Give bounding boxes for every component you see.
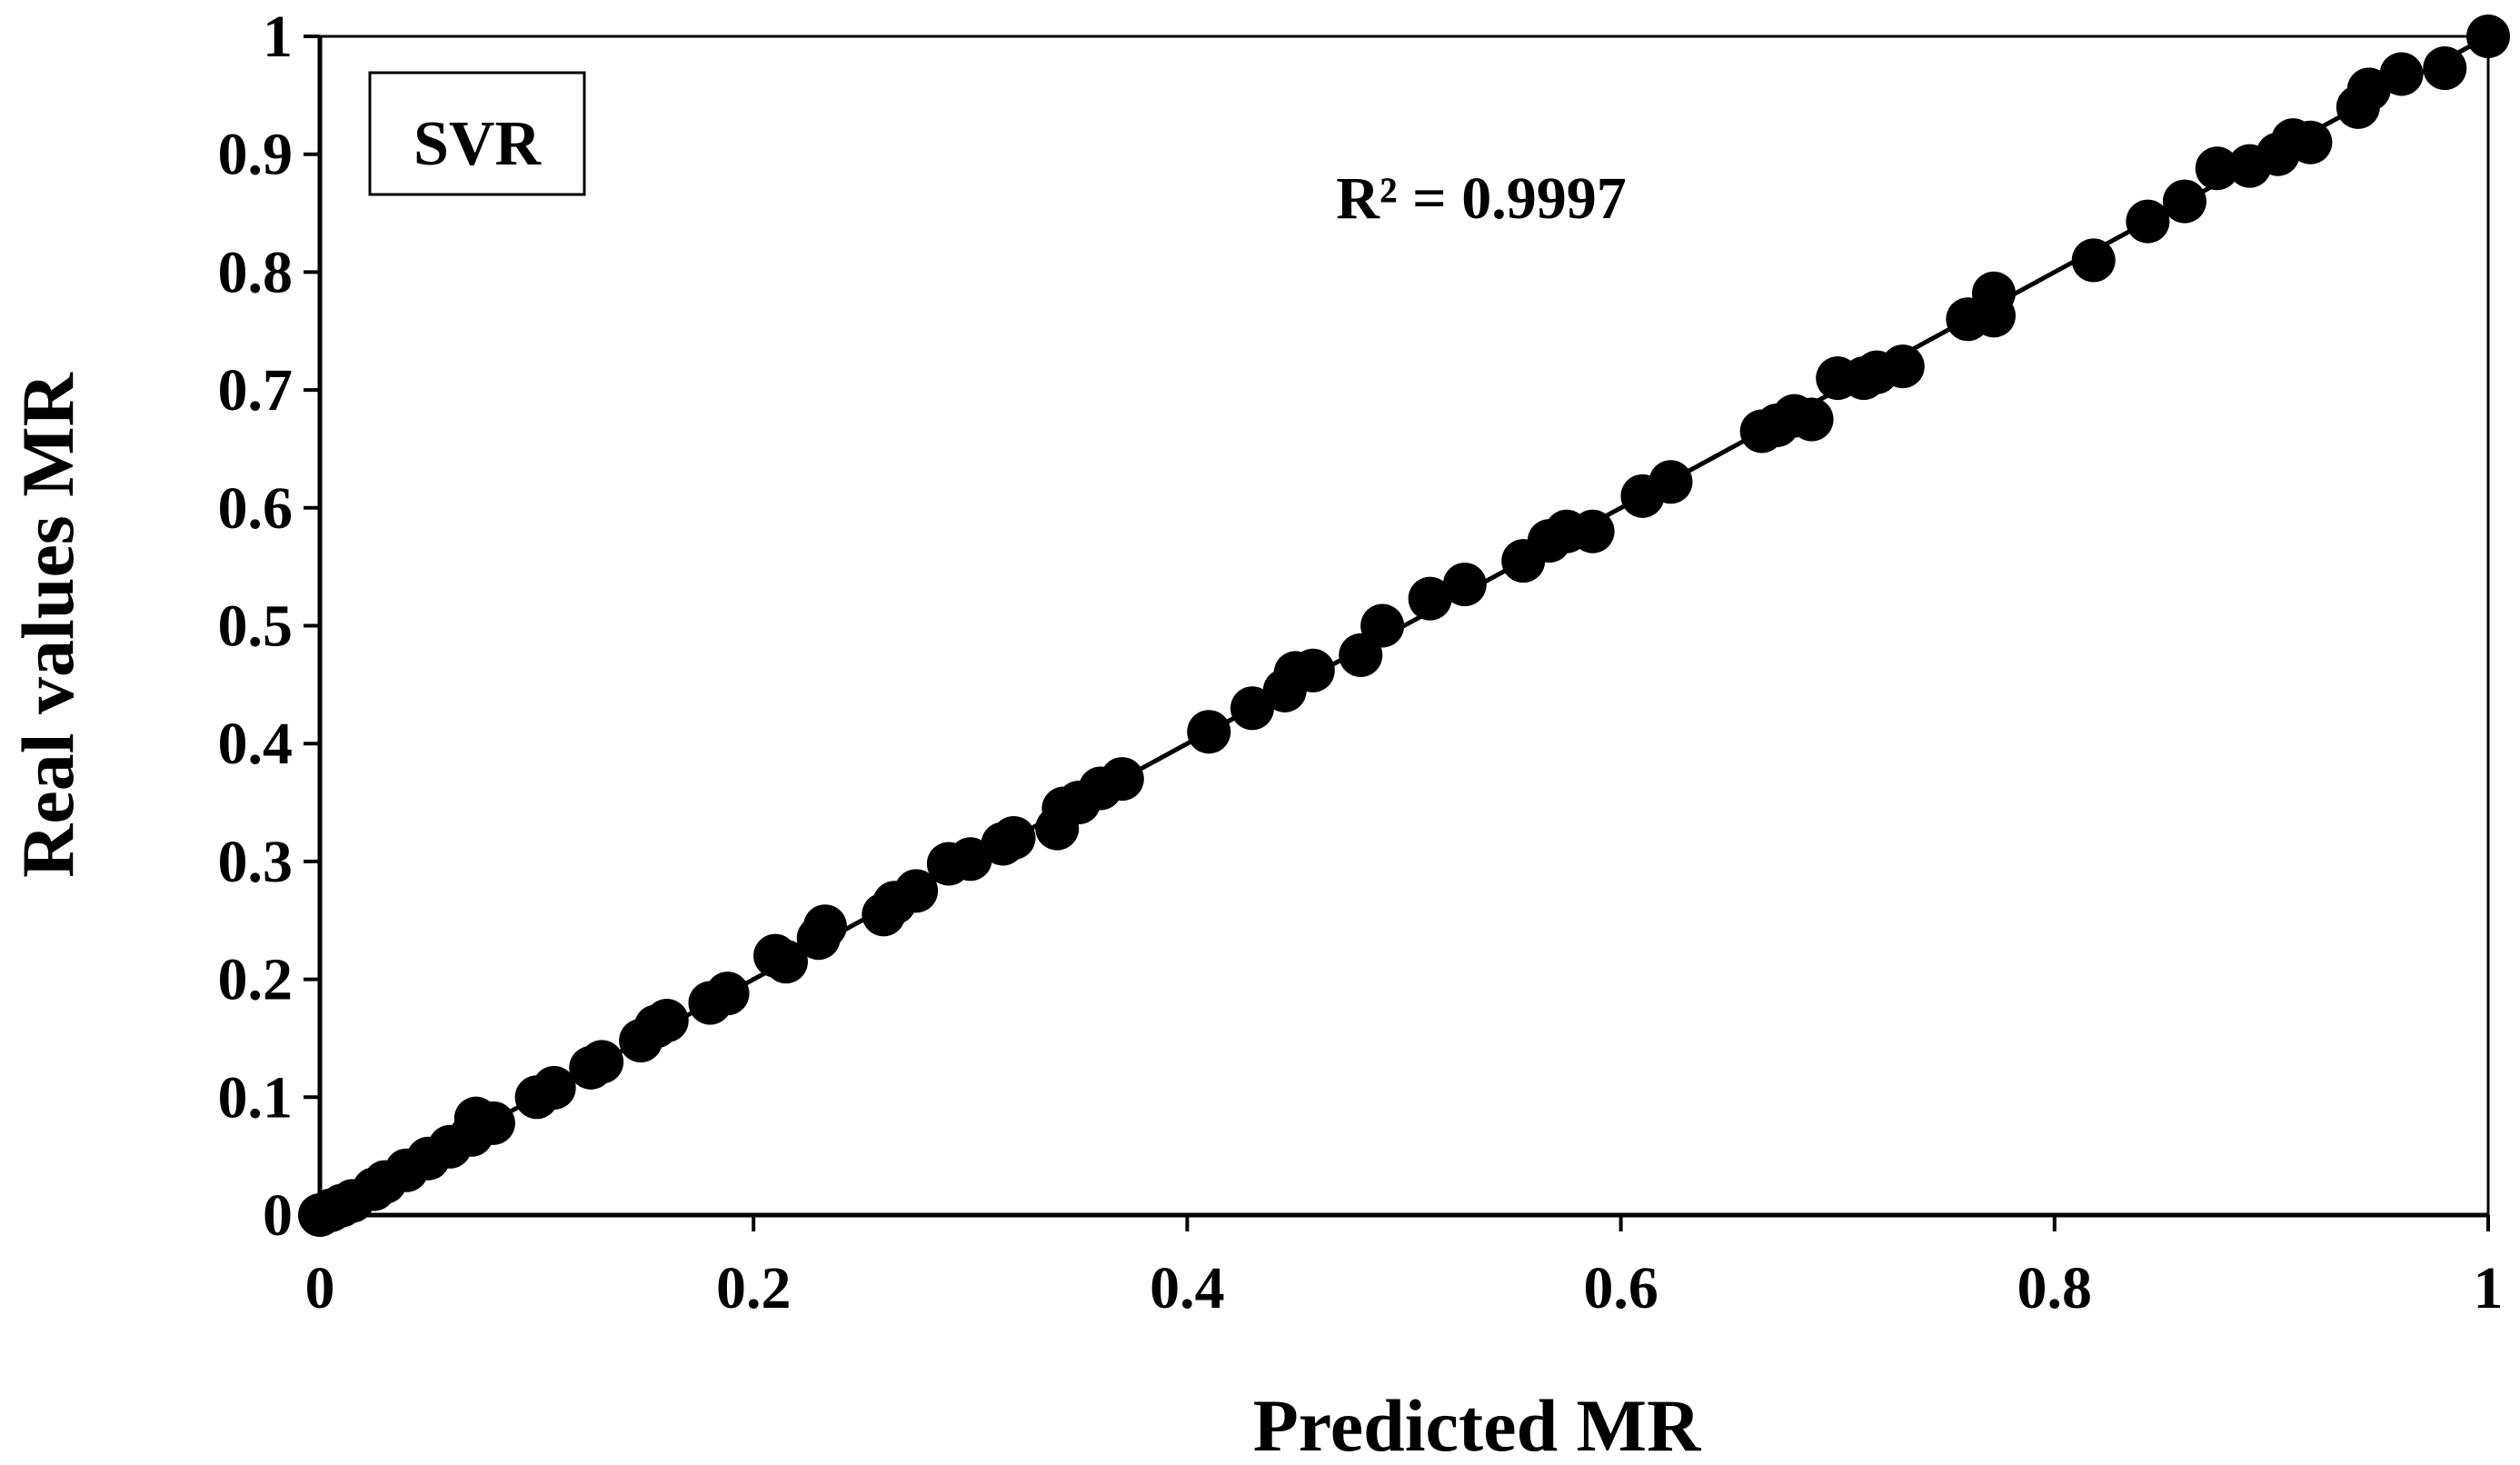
y-tick-label: 0.3 xyxy=(218,829,294,895)
data-point xyxy=(894,869,939,913)
data-point xyxy=(948,837,992,882)
data-point xyxy=(991,815,1036,860)
data-point xyxy=(1100,757,1144,802)
y-tick-label: 0.2 xyxy=(218,947,294,1013)
x-axis-title: Predicted MR xyxy=(1253,1384,1701,1465)
data-points xyxy=(298,15,2510,1237)
legend-box xyxy=(368,71,586,196)
x-tick-label: 1 xyxy=(2474,1255,2504,1321)
data-point xyxy=(1789,397,1834,442)
data-point xyxy=(1971,294,2016,338)
x-ticks: 0 0.2 0.4 0.6 0.8 1 xyxy=(305,1215,2504,1321)
data-point xyxy=(2071,238,2116,283)
data-point xyxy=(763,940,808,984)
y-tick-label: 0.4 xyxy=(218,711,294,777)
data-point xyxy=(1360,603,1405,648)
data-point xyxy=(2126,199,2170,244)
y-tick-label: 0.6 xyxy=(218,475,294,542)
r-squared-annotation: R² = 0.9997 xyxy=(1336,165,1627,232)
y-tick-label: 0.7 xyxy=(218,357,294,424)
data-point xyxy=(802,904,847,949)
data-point xyxy=(2195,146,2239,191)
data-point xyxy=(2379,52,2424,96)
x-tick-label: 0 xyxy=(305,1255,335,1321)
x-tick-label: 0.8 xyxy=(2017,1255,2093,1321)
data-point xyxy=(1880,344,1925,389)
data-point xyxy=(1230,686,1274,731)
x-tick-label: 0.6 xyxy=(1583,1255,1658,1321)
y-tick-label: 0.9 xyxy=(218,122,294,188)
data-point xyxy=(1187,710,1231,754)
legend: SVR xyxy=(368,71,586,196)
y-ticks: 0 0.1 0.2 0.3 0.4 0.5 0.6 0.7 0.8 0.9 1 xyxy=(218,4,320,1249)
data-point xyxy=(1408,576,1452,621)
data-point xyxy=(644,998,689,1042)
legend-label: SVR xyxy=(413,109,542,179)
data-point xyxy=(1648,460,1693,504)
data-point xyxy=(1570,509,1615,553)
data-point xyxy=(2162,179,2206,224)
data-point xyxy=(2466,15,2510,58)
x-tick-label: 0.4 xyxy=(1150,1255,1225,1321)
x-tick-label: 0.2 xyxy=(716,1255,792,1321)
y-tick-label: 1 xyxy=(263,4,293,70)
data-point xyxy=(1290,648,1335,693)
data-point xyxy=(705,972,750,1016)
y-tick-label: 0.1 xyxy=(218,1064,294,1131)
y-tick-label: 0.8 xyxy=(218,239,294,305)
data-point xyxy=(1442,563,1487,607)
data-point xyxy=(471,1101,515,1145)
y-tick-label: 0.5 xyxy=(218,593,294,660)
data-point xyxy=(2346,67,2391,112)
data-point xyxy=(2288,120,2333,164)
data-point xyxy=(2423,46,2467,91)
data-point xyxy=(580,1040,624,1084)
y-axis-title: Real values MR xyxy=(6,372,89,877)
y-tick-label: 0 xyxy=(263,1182,293,1249)
data-point xyxy=(532,1065,576,1110)
